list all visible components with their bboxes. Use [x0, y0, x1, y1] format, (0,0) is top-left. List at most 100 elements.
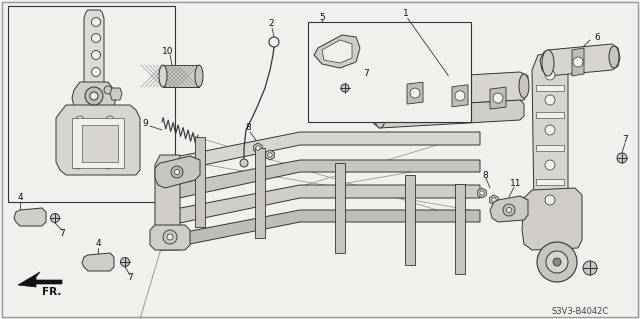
Text: 6: 6 — [594, 33, 600, 41]
Polygon shape — [322, 40, 352, 63]
Ellipse shape — [609, 46, 619, 68]
Polygon shape — [540, 44, 620, 76]
Circle shape — [51, 213, 60, 222]
Text: 4: 4 — [95, 240, 101, 249]
Ellipse shape — [195, 65, 203, 87]
Text: 7: 7 — [59, 228, 65, 238]
Polygon shape — [314, 35, 360, 68]
Circle shape — [163, 230, 177, 244]
Polygon shape — [255, 148, 265, 238]
Polygon shape — [155, 156, 200, 188]
Circle shape — [545, 95, 555, 105]
Circle shape — [545, 160, 555, 170]
Text: 8: 8 — [482, 170, 488, 180]
Circle shape — [74, 161, 82, 169]
Circle shape — [553, 258, 561, 266]
Polygon shape — [170, 185, 480, 225]
Circle shape — [171, 166, 183, 178]
Polygon shape — [18, 272, 62, 287]
Circle shape — [104, 86, 112, 94]
Circle shape — [545, 70, 555, 80]
Polygon shape — [372, 100, 524, 128]
Circle shape — [85, 87, 103, 105]
Circle shape — [537, 242, 577, 282]
Polygon shape — [195, 137, 205, 227]
Text: 1: 1 — [403, 9, 409, 18]
Circle shape — [90, 92, 98, 100]
Polygon shape — [110, 88, 122, 100]
Circle shape — [506, 207, 511, 212]
Bar — [308, 22, 471, 122]
Text: 11: 11 — [510, 179, 522, 188]
Polygon shape — [405, 175, 415, 265]
Circle shape — [111, 141, 119, 149]
Circle shape — [167, 234, 173, 240]
Polygon shape — [490, 196, 528, 222]
Polygon shape — [170, 132, 480, 172]
Circle shape — [76, 116, 84, 124]
Polygon shape — [477, 188, 486, 198]
Bar — [8, 6, 175, 202]
Polygon shape — [82, 253, 114, 271]
Circle shape — [240, 159, 248, 167]
Circle shape — [617, 153, 627, 163]
Text: 7: 7 — [363, 70, 369, 78]
Circle shape — [74, 141, 82, 149]
Polygon shape — [490, 87, 506, 109]
Polygon shape — [452, 85, 468, 107]
Circle shape — [92, 68, 100, 77]
Text: 2: 2 — [268, 19, 274, 28]
Text: 7: 7 — [622, 136, 628, 145]
Polygon shape — [56, 105, 140, 175]
Polygon shape — [253, 143, 262, 153]
Polygon shape — [522, 188, 582, 250]
Circle shape — [104, 161, 112, 169]
Circle shape — [410, 88, 420, 98]
Circle shape — [256, 146, 260, 150]
Bar — [163, 65, 199, 87]
Circle shape — [106, 116, 114, 124]
Circle shape — [120, 257, 129, 266]
Bar — [536, 112, 564, 118]
Bar — [536, 85, 564, 91]
Polygon shape — [82, 125, 118, 162]
Circle shape — [175, 169, 179, 174]
Text: FR.: FR. — [42, 287, 61, 297]
Circle shape — [92, 18, 100, 26]
Circle shape — [545, 195, 555, 205]
Polygon shape — [72, 118, 124, 168]
Polygon shape — [572, 48, 584, 76]
Polygon shape — [72, 82, 116, 110]
Ellipse shape — [375, 108, 385, 128]
Circle shape — [493, 93, 503, 103]
Circle shape — [92, 33, 100, 42]
Polygon shape — [155, 155, 180, 250]
Polygon shape — [335, 163, 345, 253]
Ellipse shape — [519, 74, 529, 98]
Bar — [536, 179, 564, 185]
Polygon shape — [370, 72, 528, 108]
Polygon shape — [84, 10, 104, 88]
Polygon shape — [407, 82, 423, 104]
Circle shape — [269, 37, 279, 47]
Polygon shape — [150, 225, 190, 250]
Circle shape — [480, 191, 484, 195]
Circle shape — [268, 153, 272, 157]
Circle shape — [545, 125, 555, 135]
Circle shape — [492, 198, 496, 202]
Bar — [536, 145, 564, 151]
Circle shape — [341, 84, 349, 92]
Text: 5: 5 — [319, 12, 325, 21]
Circle shape — [546, 251, 568, 273]
Text: S3V3-B4042C: S3V3-B4042C — [552, 307, 609, 315]
Polygon shape — [266, 150, 275, 160]
Ellipse shape — [159, 65, 167, 87]
Circle shape — [573, 57, 583, 67]
Text: 10: 10 — [163, 48, 173, 56]
Polygon shape — [490, 195, 499, 205]
Text: 7: 7 — [127, 273, 133, 283]
Circle shape — [92, 50, 100, 60]
Text: 9: 9 — [142, 120, 148, 129]
Polygon shape — [14, 208, 46, 226]
Ellipse shape — [374, 80, 386, 108]
